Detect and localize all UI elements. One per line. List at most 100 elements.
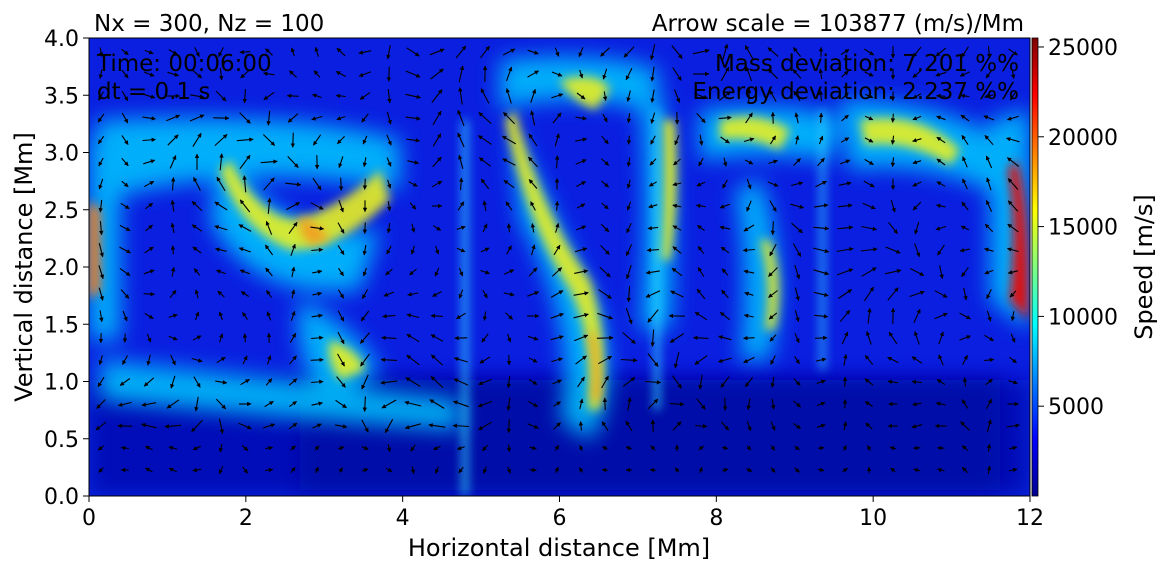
velocity-arrow (720, 376, 730, 388)
velocity-arrow (362, 267, 367, 277)
velocity-arrow (746, 178, 752, 190)
velocity-arrow (263, 91, 275, 101)
velocity-arrow (191, 357, 203, 363)
velocity-arrow (121, 157, 129, 167)
velocity-arrow (119, 246, 131, 254)
velocity-arrow (794, 310, 800, 323)
velocity-arrow (626, 157, 632, 167)
velocity-arrow (814, 335, 828, 341)
velocity-arrow (287, 156, 299, 168)
velocity-arrow (673, 89, 681, 103)
velocity-arrow (647, 353, 659, 367)
velocity-arrow (404, 423, 421, 430)
velocity-arrow (837, 289, 853, 299)
velocity-arrow (912, 93, 922, 99)
velocity-arrow (839, 309, 851, 323)
y-tick-label: 4.0 (44, 27, 79, 52)
velocity-arrow (912, 46, 922, 58)
velocity-arrow (481, 444, 489, 452)
velocity-arrow (458, 177, 464, 191)
velocity-arrow (601, 202, 609, 210)
velocity-arrow (695, 423, 708, 429)
velocity-arrow (959, 71, 971, 77)
velocity-arrow (914, 243, 921, 258)
velocity-arrow (818, 90, 824, 102)
velocity-arrow (506, 333, 512, 343)
velocity-arrow (837, 225, 854, 230)
velocity-arrow (962, 178, 968, 190)
velocity-arrow (597, 312, 614, 320)
velocity-arrow (335, 93, 346, 99)
velocity-arrow (290, 289, 296, 299)
velocity-arrow (694, 355, 708, 365)
velocity-arrow (453, 378, 469, 386)
velocity-arrow (1006, 423, 1020, 428)
velocity-arrow (479, 356, 491, 364)
velocity-arrow (478, 157, 492, 167)
velocity-arrow (242, 312, 248, 320)
velocity-arrow (836, 268, 854, 276)
velocity-arrow (453, 357, 468, 363)
velocity-arrow (984, 223, 994, 233)
velocity-arrow (121, 69, 129, 79)
velocity-arrow (168, 445, 178, 451)
velocity-arrow (386, 111, 392, 125)
velocity-arrow (406, 354, 420, 366)
velocity-arrow (647, 225, 659, 231)
velocity-arrow (119, 267, 131, 277)
velocity-arrow (554, 445, 560, 451)
velocity-arrow (218, 443, 224, 453)
velocity-arrow (865, 422, 873, 430)
velocity-arrow (238, 247, 251, 253)
velocity-arrow (528, 267, 538, 277)
velocity-arrow (240, 69, 250, 79)
velocity-arrow (938, 354, 944, 366)
velocity-arrow (385, 467, 393, 473)
plot-area (88, 37, 1031, 497)
velocity-arrow (214, 225, 228, 231)
velocity-arrow (458, 289, 464, 299)
y-tick-label: 3.0 (44, 142, 79, 167)
velocity-arrow (166, 399, 180, 409)
velocity-arrow (674, 134, 680, 146)
velocity-arrow (194, 311, 200, 321)
velocity-arrow (311, 115, 323, 121)
velocity-arrow (452, 423, 470, 428)
velocity-arrow (506, 376, 511, 389)
velocity-arrow (1007, 223, 1019, 233)
velocity-arrow (838, 181, 852, 186)
velocity-arrow (483, 466, 488, 474)
velocity-arrow (266, 355, 272, 365)
velocity-arrow (478, 378, 492, 386)
velocity-arrow (457, 201, 465, 211)
velocity-arrow (337, 222, 345, 234)
velocity-arrow (550, 335, 564, 341)
velocity-arrow (551, 71, 563, 77)
velocity-arrow (530, 223, 536, 233)
velocity-arrow (816, 379, 826, 385)
velocity-arrow (335, 71, 347, 77)
velocity-arrow (938, 331, 944, 345)
velocity-arrow (241, 466, 249, 474)
velocity-arrow (650, 135, 656, 145)
velocity-arrow (864, 48, 875, 56)
velocity-arrow (743, 137, 755, 143)
velocity-arrow (362, 244, 367, 256)
colorbar-tick-label: 20000 (1048, 126, 1118, 151)
velocity-arrow (601, 375, 609, 389)
velocity-arrow (622, 376, 636, 388)
velocity-arrow (842, 376, 848, 387)
velocity-arrow (404, 400, 422, 407)
velocity-arrow (962, 354, 968, 365)
velocity-arrow (265, 220, 273, 235)
velocity-arrow (98, 467, 104, 473)
velocity-arrow (98, 178, 104, 190)
velocity-arrow (554, 133, 560, 147)
velocity-arrow (598, 355, 613, 365)
velocity-arrow (452, 400, 469, 408)
velocity-arrow (98, 287, 104, 301)
velocity-arrow (166, 114, 181, 122)
velocity-arrow (336, 115, 346, 121)
velocity-arrow (144, 312, 154, 320)
velocity-arrow (192, 132, 202, 147)
